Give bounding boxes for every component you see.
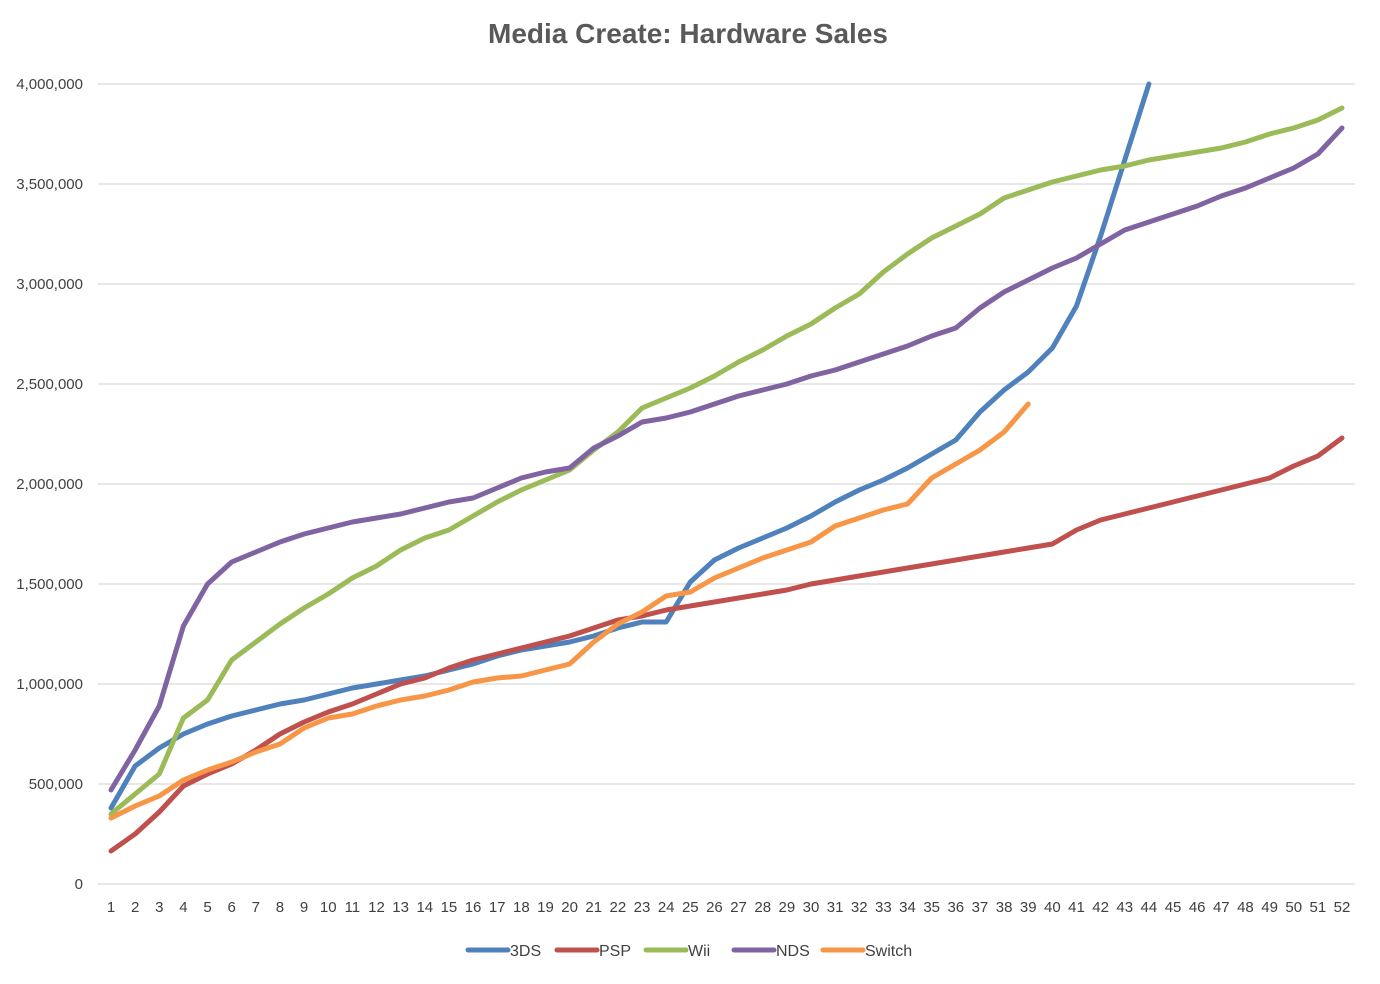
x-tick-label: 18 <box>513 899 530 916</box>
legend-label: PSP <box>599 943 631 960</box>
x-tick-label: 11 <box>345 899 361 916</box>
x-tick-label: 12 <box>368 899 385 916</box>
gridlines <box>98 83 1355 885</box>
x-tick-label: 20 <box>561 899 578 916</box>
x-tick-label: 47 <box>1213 899 1230 916</box>
series-lines <box>108 81 1345 854</box>
legend-item-wii: Wii <box>643 943 710 960</box>
x-tick-label: 23 <box>634 899 651 916</box>
legend: 3DS PSP Wii NDS Switch <box>465 943 912 960</box>
x-tick-label: 2 <box>131 899 139 916</box>
y-tick-label: 3,000,000 <box>16 276 83 293</box>
x-tick-label: 29 <box>778 899 795 916</box>
y-tick-label: 500,000 <box>29 776 83 793</box>
series-line-switch <box>108 401 1031 821</box>
x-tick-label: 32 <box>851 899 868 916</box>
x-tick-label: 36 <box>947 899 964 916</box>
x-tick-label: 35 <box>923 899 940 916</box>
x-tick-label: 40 <box>1044 899 1061 916</box>
x-tick-label: 22 <box>610 899 627 916</box>
x-tick-label: 6 <box>228 899 236 916</box>
y-axis-ticks: 0 500,000 1,000,000 1,500,000 2,000,000 2,500… <box>16 76 83 893</box>
x-tick-label: 7 <box>252 899 260 916</box>
y-tick-label: 3,500,000 <box>16 176 83 193</box>
x-tick-label: 43 <box>1116 899 1133 916</box>
x-tick-label: 21 <box>585 899 602 916</box>
x-tick-label: 1 <box>107 899 115 916</box>
x-tick-label: 37 <box>972 899 989 916</box>
y-tick-label: 2,000,000 <box>16 476 83 493</box>
x-tick-label: 4 <box>179 899 187 916</box>
x-tick-label: 49 <box>1261 899 1278 916</box>
x-tick-label: 3 <box>155 899 163 916</box>
legend-label: Wii <box>688 943 710 960</box>
y-tick-label: 1,500,000 <box>16 576 83 593</box>
x-tick-label: 44 <box>1141 899 1158 916</box>
legend-label: 3DS <box>510 943 541 960</box>
y-tick-label: 0 <box>75 876 83 893</box>
x-tick-label: 46 <box>1189 899 1206 916</box>
x-tick-label: 48 <box>1237 899 1254 916</box>
x-tick-label: 17 <box>489 899 506 916</box>
y-tick-label: 2,500,000 <box>16 376 83 393</box>
x-tick-label: 13 <box>392 899 409 916</box>
x-tick-label: 26 <box>706 899 723 916</box>
legend-label: NDS <box>776 943 810 960</box>
x-tick-label: 27 <box>730 899 747 916</box>
x-axis-ticks: 1 2 3 4 5 6 7 8 9 10 11 12 13 14 15 16 17 18 19 20 21 22 23 24 2… <box>107 899 1351 916</box>
legend-item-psp: PSP <box>554 943 631 960</box>
x-tick-label: 52 <box>1334 899 1351 916</box>
y-tick-label: 4,000,000 <box>16 76 83 93</box>
x-tick-label: 31 <box>827 899 844 916</box>
legend-item-nds: NDS <box>731 943 810 960</box>
series-line-psp <box>108 435 1345 854</box>
x-tick-label: 41 <box>1068 899 1085 916</box>
x-tick-label: 45 <box>1165 899 1182 916</box>
y-tick-label: 1,000,000 <box>16 676 83 693</box>
x-tick-label: 39 <box>1020 899 1037 916</box>
x-tick-label: 24 <box>658 899 675 916</box>
x-tick-label: 14 <box>416 899 433 916</box>
x-tick-label: 8 <box>276 899 284 916</box>
x-tick-label: 38 <box>996 899 1013 916</box>
x-tick-label: 33 <box>875 899 892 916</box>
x-tick-label: 19 <box>537 899 554 916</box>
x-tick-label: 51 <box>1310 899 1327 916</box>
x-tick-label: 16 <box>465 899 482 916</box>
x-tick-label: 34 <box>899 899 916 916</box>
series-line-nds <box>108 125 1345 793</box>
x-tick-label: 5 <box>203 899 211 916</box>
x-tick-label: 9 <box>300 899 308 916</box>
legend-item-3ds: 3DS <box>465 943 541 960</box>
legend-item-switch: Switch <box>820 943 912 960</box>
series-line-wii <box>108 105 1345 817</box>
x-tick-label: 10 <box>320 899 337 916</box>
x-tick-label: 42 <box>1092 899 1109 916</box>
series-line-3ds <box>108 81 1152 811</box>
x-tick-label: 50 <box>1285 899 1302 916</box>
x-tick-label: 28 <box>754 899 771 916</box>
chart-title: Media Create: Hardware Sales <box>488 18 888 49</box>
x-tick-label: 25 <box>682 899 699 916</box>
x-tick-label: 30 <box>803 899 820 916</box>
x-tick-label: 15 <box>441 899 458 916</box>
legend-label: Switch <box>865 943 912 960</box>
